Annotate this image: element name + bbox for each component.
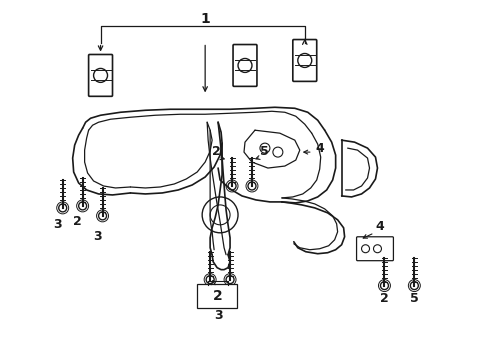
Text: 4: 4 (374, 220, 383, 233)
Circle shape (409, 282, 417, 289)
Text: 1: 1 (200, 12, 210, 26)
FancyBboxPatch shape (292, 40, 316, 81)
Text: 2: 2 (379, 292, 388, 305)
FancyBboxPatch shape (356, 237, 393, 261)
Circle shape (380, 282, 387, 289)
Text: 2: 2 (73, 215, 82, 228)
Circle shape (59, 204, 66, 212)
Text: 2: 2 (211, 145, 220, 158)
Circle shape (93, 68, 107, 82)
Text: 3: 3 (213, 310, 222, 323)
Text: 3: 3 (93, 230, 102, 243)
Circle shape (238, 58, 251, 72)
FancyBboxPatch shape (88, 54, 112, 96)
Text: 2: 2 (213, 289, 223, 302)
Circle shape (99, 212, 106, 220)
Text: 4: 4 (315, 142, 324, 155)
Circle shape (202, 197, 238, 233)
FancyBboxPatch shape (197, 284, 237, 307)
Circle shape (79, 202, 86, 210)
Text: 3: 3 (53, 218, 62, 231)
Text: 5: 5 (259, 145, 268, 158)
Circle shape (206, 276, 214, 284)
Circle shape (225, 276, 234, 284)
Circle shape (227, 182, 236, 190)
FancyBboxPatch shape (233, 45, 256, 86)
Circle shape (247, 182, 255, 190)
Circle shape (297, 54, 311, 67)
Text: 5: 5 (409, 292, 418, 305)
